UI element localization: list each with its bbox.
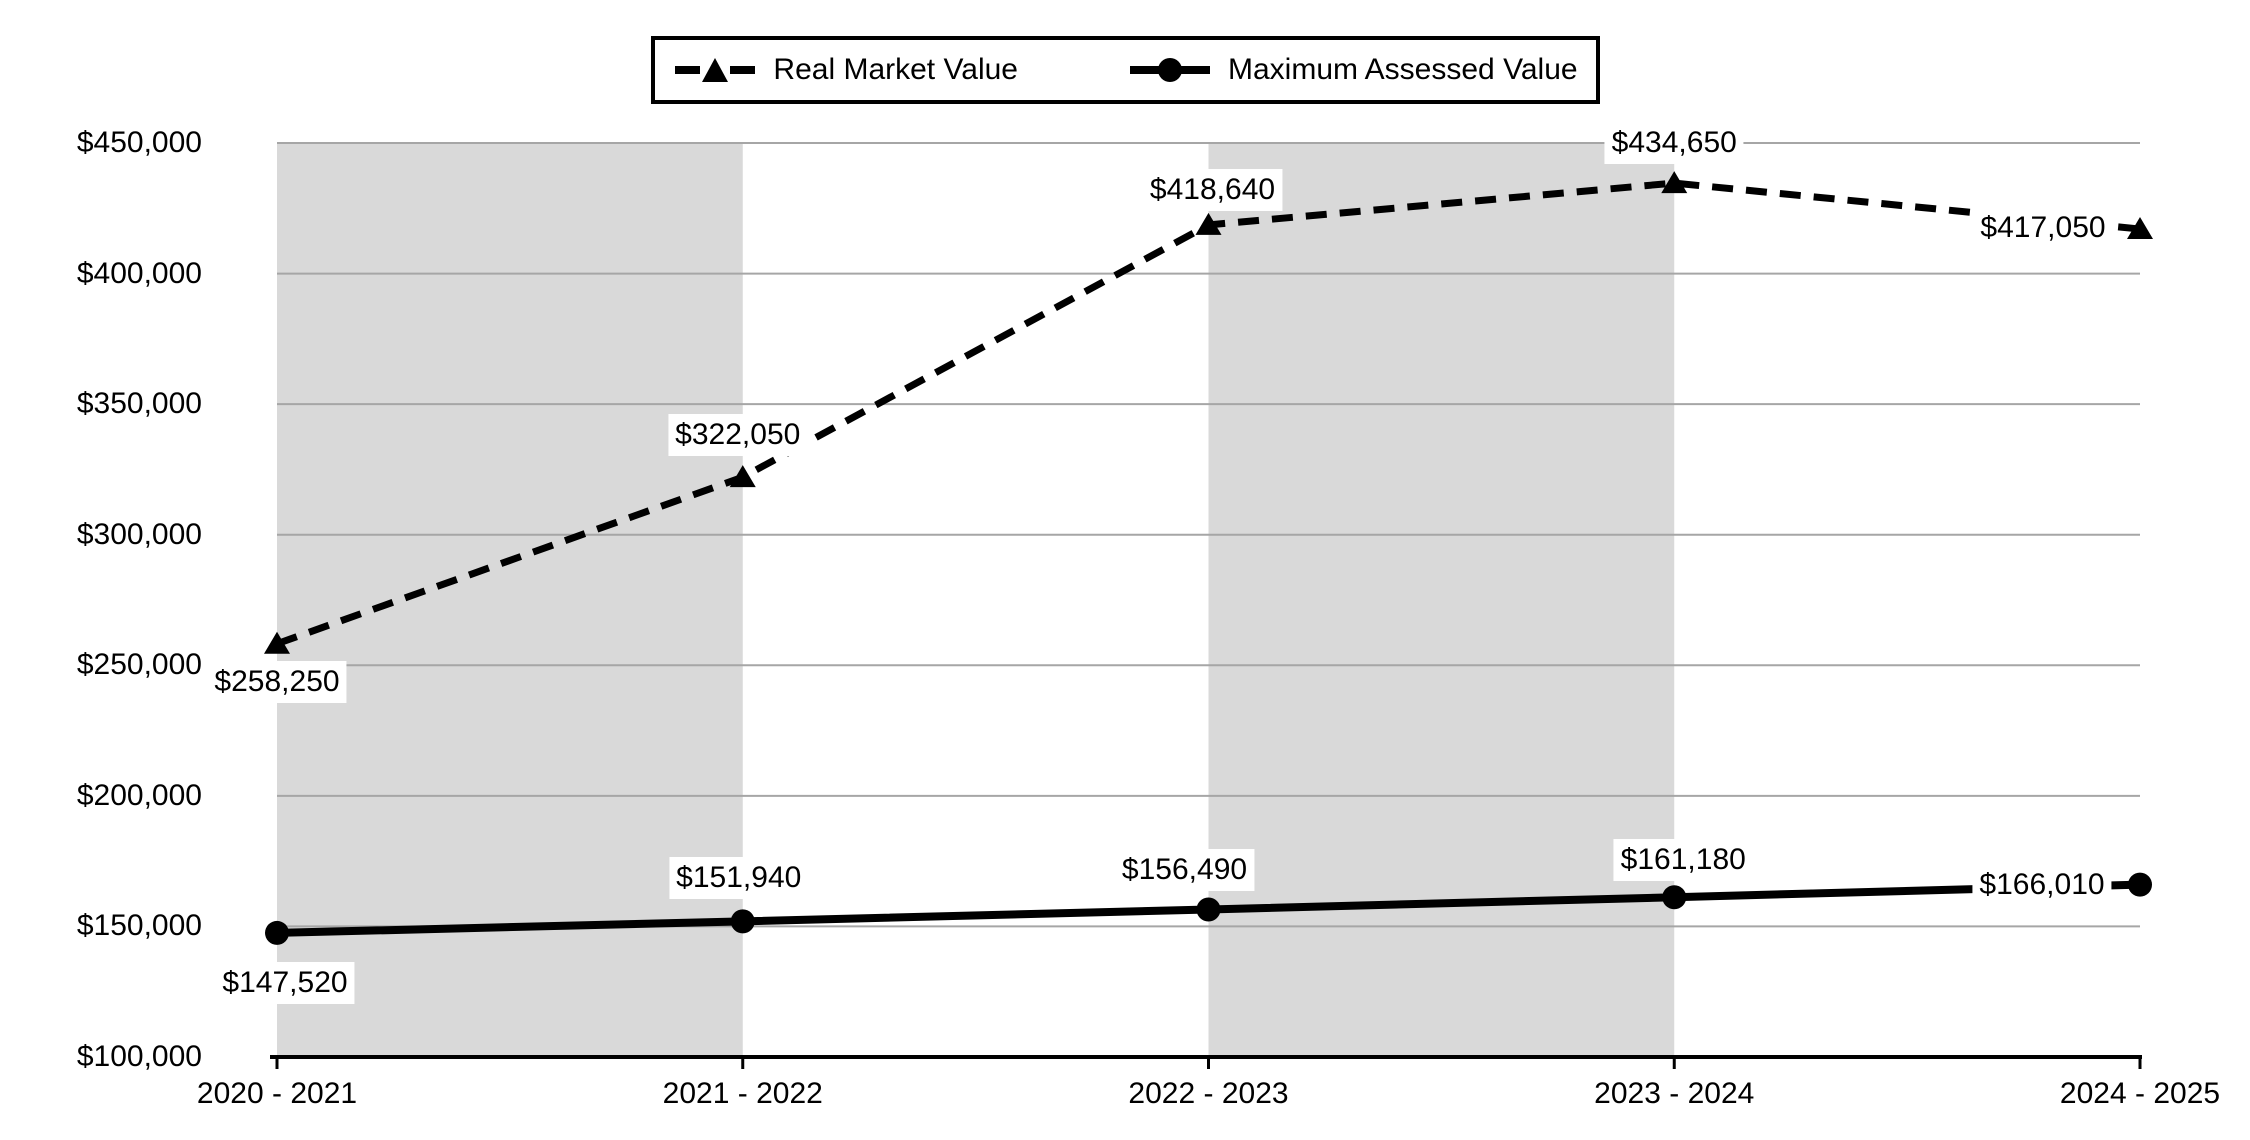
- x-axis-tick-label: 2021 - 2022: [662, 1077, 823, 1110]
- triangle-marker: [2127, 217, 2153, 240]
- y-axis-tick-label: $300,000: [76, 517, 202, 551]
- data-label: $417,050: [1973, 207, 2113, 250]
- legend-label-real-market-value: Real Market Value: [773, 53, 1018, 86]
- x-axis-tick-label: 2023 - 2024: [1594, 1077, 1755, 1110]
- triangle-marker: [264, 631, 290, 654]
- data-label: $166,010: [1972, 863, 2112, 906]
- triangle-marker: [1195, 212, 1222, 235]
- x-axis-tick-label: 2022 - 2023: [1128, 1077, 1289, 1110]
- circle-marker: [1196, 897, 1221, 922]
- data-label: $322,050: [668, 414, 808, 457]
- y-axis-tick-label: $200,000: [76, 778, 202, 812]
- data-label: $161,180: [1613, 839, 1753, 882]
- y-axis-tick-label: $250,000: [76, 648, 202, 682]
- y-axis-tick-label: $400,000: [76, 256, 202, 290]
- circle-marker: [1662, 885, 1687, 910]
- data-label: $418,640: [1142, 168, 1283, 211]
- data-label: $434,650: [1604, 122, 1744, 165]
- data-label: $147,520: [215, 961, 355, 1004]
- data-label: $156,490: [1114, 849, 1255, 892]
- shaded-band: [277, 143, 743, 1057]
- x-axis-tick-label: 2024 - 2025: [2059, 1077, 2221, 1110]
- data-label: $258,250: [207, 660, 347, 703]
- data-label: $151,940: [669, 857, 809, 900]
- dashed-line-triangle-marker-icon: [675, 58, 756, 82]
- y-axis-tick-label: $450,000: [76, 126, 202, 159]
- y-axis-tick-label: $350,000: [76, 387, 202, 421]
- circle-marker: [265, 920, 289, 945]
- legend-label-maximum-assessed-value: Maximum Assessed Value: [1227, 53, 1578, 86]
- triangle-marker: [1661, 171, 1688, 194]
- circle-marker: [2128, 872, 2152, 897]
- triangle-marker: [729, 465, 756, 488]
- legend: Real Market Value Maximum Assessed Value: [651, 36, 1600, 104]
- shaded-band: [1208, 143, 1675, 1057]
- y-axis-tick-label: $150,000: [76, 909, 202, 943]
- legend-item-maximum-assessed-value: Maximum Assessed Value: [1128, 54, 1578, 86]
- legend-item-real-market-value: Real Market Value: [673, 54, 1018, 86]
- solid-line-circle-marker-icon: [1129, 58, 1210, 82]
- x-axis-tick-label: 2020 - 2021: [196, 1077, 358, 1110]
- circle-marker: [730, 909, 755, 934]
- y-axis-tick-label: $100,000: [76, 1040, 202, 1073]
